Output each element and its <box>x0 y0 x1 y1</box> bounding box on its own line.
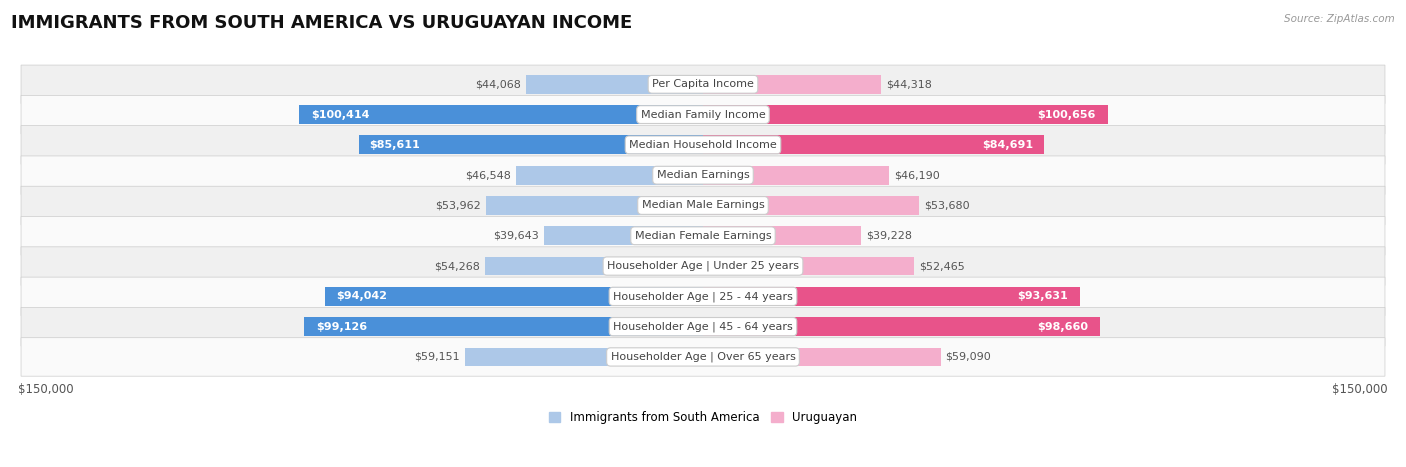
Bar <box>703 287 1080 306</box>
Text: $98,660: $98,660 <box>1038 322 1088 332</box>
Text: $53,962: $53,962 <box>436 200 481 211</box>
Text: $84,691: $84,691 <box>983 140 1033 150</box>
Text: Median Family Income: Median Family Income <box>641 110 765 120</box>
Bar <box>703 75 882 94</box>
Text: $46,190: $46,190 <box>894 170 939 180</box>
Text: Median Earnings: Median Earnings <box>657 170 749 180</box>
Text: $39,228: $39,228 <box>866 231 911 241</box>
Bar <box>703 317 1099 336</box>
FancyBboxPatch shape <box>21 277 1385 316</box>
Bar <box>526 75 703 94</box>
Text: $93,631: $93,631 <box>1018 291 1069 301</box>
Bar <box>703 257 914 276</box>
Text: Householder Age | 45 - 64 years: Householder Age | 45 - 64 years <box>613 321 793 332</box>
Text: Median Male Earnings: Median Male Earnings <box>641 200 765 211</box>
FancyBboxPatch shape <box>21 338 1385 376</box>
Bar <box>544 226 703 245</box>
Text: $53,680: $53,680 <box>924 200 969 211</box>
Text: $52,465: $52,465 <box>920 261 965 271</box>
Text: Source: ZipAtlas.com: Source: ZipAtlas.com <box>1284 14 1395 24</box>
Text: $150,000: $150,000 <box>18 382 75 396</box>
Bar <box>299 105 703 124</box>
Text: Householder Age | 25 - 44 years: Householder Age | 25 - 44 years <box>613 291 793 302</box>
Bar <box>359 135 703 154</box>
FancyBboxPatch shape <box>21 307 1385 346</box>
Text: Median Household Income: Median Household Income <box>628 140 778 150</box>
Text: $59,151: $59,151 <box>415 352 460 362</box>
Bar <box>703 135 1043 154</box>
FancyBboxPatch shape <box>21 65 1385 104</box>
Bar <box>703 105 1108 124</box>
Bar <box>703 347 941 366</box>
Text: IMMIGRANTS FROM SOUTH AMERICA VS URUGUAYAN INCOME: IMMIGRANTS FROM SOUTH AMERICA VS URUGUAY… <box>11 14 633 32</box>
Legend: Immigrants from South America, Uruguayan: Immigrants from South America, Uruguayan <box>548 411 858 424</box>
Text: $44,318: $44,318 <box>886 79 932 89</box>
Bar <box>703 226 860 245</box>
Bar <box>516 166 703 184</box>
Text: $150,000: $150,000 <box>1331 382 1388 396</box>
Text: Median Female Earnings: Median Female Earnings <box>634 231 772 241</box>
Bar <box>703 196 920 215</box>
FancyBboxPatch shape <box>21 247 1385 285</box>
FancyBboxPatch shape <box>21 186 1385 225</box>
Text: $54,268: $54,268 <box>434 261 479 271</box>
Bar <box>485 257 703 276</box>
Bar <box>486 196 703 215</box>
Text: $44,068: $44,068 <box>475 79 520 89</box>
Text: $46,548: $46,548 <box>465 170 510 180</box>
Text: $100,656: $100,656 <box>1038 110 1095 120</box>
Text: $85,611: $85,611 <box>368 140 419 150</box>
Text: $100,414: $100,414 <box>311 110 370 120</box>
Bar <box>304 317 703 336</box>
Text: Per Capita Income: Per Capita Income <box>652 79 754 89</box>
FancyBboxPatch shape <box>21 126 1385 164</box>
FancyBboxPatch shape <box>21 156 1385 194</box>
FancyBboxPatch shape <box>21 95 1385 134</box>
Bar <box>325 287 703 306</box>
Text: $99,126: $99,126 <box>316 322 367 332</box>
Text: $59,090: $59,090 <box>946 352 991 362</box>
Text: $39,643: $39,643 <box>494 231 538 241</box>
Text: Householder Age | Under 25 years: Householder Age | Under 25 years <box>607 261 799 271</box>
Bar <box>703 166 889 184</box>
Text: $94,042: $94,042 <box>336 291 387 301</box>
Text: Householder Age | Over 65 years: Householder Age | Over 65 years <box>610 352 796 362</box>
FancyBboxPatch shape <box>21 217 1385 255</box>
Bar <box>465 347 703 366</box>
